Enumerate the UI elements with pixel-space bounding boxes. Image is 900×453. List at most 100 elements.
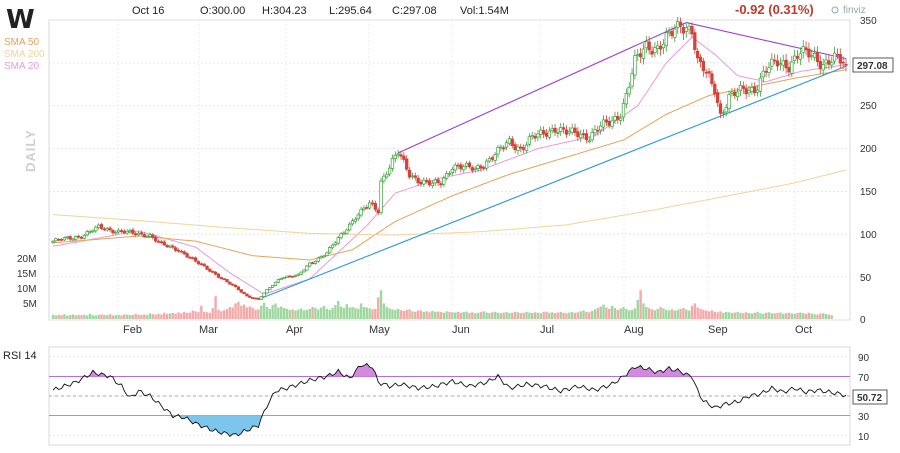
candle-body — [396, 153, 400, 156]
candle-body — [627, 87, 631, 95]
candle-body — [111, 230, 115, 234]
volume-bar — [262, 302, 266, 319]
volume-bar — [539, 313, 542, 319]
volume-bar — [291, 309, 294, 319]
month-label: Jul — [540, 324, 554, 336]
volume-bar — [593, 309, 597, 319]
rsi-tick: 70 — [858, 373, 870, 384]
volume-bar — [331, 307, 334, 319]
price-tick: 200 — [860, 144, 877, 155]
candle-body — [114, 231, 118, 234]
volume-bar — [736, 311, 739, 319]
volume-bar — [776, 313, 779, 319]
candle-body — [778, 63, 783, 66]
volume-bar — [759, 313, 762, 319]
volume-bar — [588, 312, 591, 319]
candle-body — [519, 146, 523, 149]
volume-bar — [385, 307, 388, 319]
volume-bar — [211, 308, 214, 319]
candle-body — [79, 236, 84, 239]
volume-bar — [465, 311, 468, 319]
candle-body — [65, 236, 69, 239]
candle-body — [62, 237, 67, 241]
rsi-axis: 90 70 30 10 — [858, 353, 870, 443]
volume-bar — [60, 315, 63, 319]
candle-body — [835, 54, 840, 56]
volume-bar — [827, 314, 831, 319]
volume-bar — [707, 311, 711, 319]
volume-bar — [97, 314, 100, 319]
candle-body — [579, 133, 583, 139]
volume-bar — [297, 309, 300, 319]
candle-body — [310, 262, 315, 265]
volume-bar — [151, 314, 155, 319]
candle-body — [587, 140, 591, 143]
volume-bar — [185, 312, 189, 319]
candle-body — [333, 242, 338, 246]
volume-bar — [685, 309, 688, 319]
finviz-logo[interactable]: finviz — [831, 5, 866, 16]
volume-bar — [100, 314, 103, 319]
volume-bar — [57, 314, 60, 319]
candle-body — [91, 230, 95, 233]
volume-bar — [311, 307, 314, 319]
candle-body — [239, 289, 243, 293]
candle-body — [459, 164, 463, 170]
candle-body — [658, 45, 663, 50]
volume-bar — [328, 309, 331, 319]
candle-body — [427, 180, 432, 186]
candle-body — [724, 107, 728, 113]
volume-bar — [351, 307, 354, 319]
volume-bar — [656, 308, 659, 319]
candle-body — [387, 167, 392, 175]
candle-body — [302, 269, 306, 273]
volume-bar — [245, 307, 249, 319]
volume-bar — [180, 313, 183, 319]
candle-body — [630, 73, 634, 87]
volume-bar — [394, 309, 397, 319]
candle-body — [193, 257, 198, 262]
volume-bar — [416, 310, 420, 319]
candle-body — [134, 233, 138, 236]
price-grid — [49, 19, 850, 321]
candle-body — [102, 228, 106, 231]
volume-bar — [764, 312, 768, 319]
volume-bar — [86, 315, 89, 319]
volume-bar — [345, 304, 349, 319]
candle-body — [444, 173, 449, 179]
candle-body — [764, 70, 768, 73]
candle-body — [619, 117, 623, 121]
candle-body — [775, 60, 780, 67]
volume-bar — [482, 311, 485, 319]
candle-body — [433, 179, 437, 184]
volume-bar — [91, 315, 95, 319]
volume-bar — [625, 308, 628, 319]
candle-body — [405, 158, 409, 170]
volume-bar — [670, 309, 674, 319]
candle-body — [51, 240, 55, 243]
volume-bar — [491, 312, 494, 319]
volume-bar — [342, 307, 346, 319]
price-tick: 0 — [860, 315, 866, 326]
high-label: H:304.23 — [262, 5, 307, 17]
rsi-oversold-fill — [53, 415, 846, 437]
candle-body — [108, 227, 112, 231]
rsi-grid — [49, 356, 850, 436]
volume-bar — [451, 312, 454, 319]
rsi-overbought-fill — [53, 363, 846, 377]
volume-bar — [787, 312, 791, 319]
candle-body — [450, 169, 455, 173]
candle-body — [721, 112, 725, 115]
candle-body — [373, 203, 377, 210]
volume-bar — [294, 310, 297, 319]
candle-body — [296, 273, 300, 276]
volume-bar — [807, 312, 811, 319]
candle-body — [462, 166, 466, 171]
candle-body — [496, 147, 500, 155]
volume-bar — [234, 303, 237, 319]
volume-bar — [388, 308, 391, 319]
candle-body — [730, 91, 734, 94]
candle-body — [841, 61, 845, 64]
candle-body — [479, 165, 483, 169]
volume-bar — [790, 313, 794, 319]
